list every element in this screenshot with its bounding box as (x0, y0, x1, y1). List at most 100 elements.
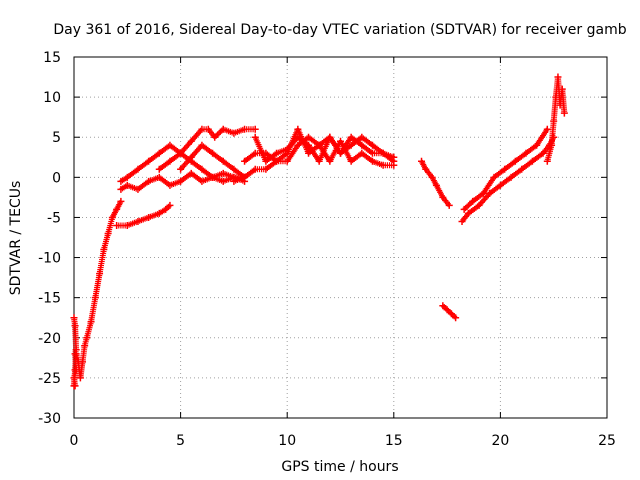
data-point (71, 382, 79, 390)
data-point (251, 125, 259, 133)
x-axis-label: GPS time / hours (281, 459, 398, 475)
data-point (117, 185, 125, 193)
data-point (458, 217, 466, 225)
y-tick-label: 5 (52, 130, 61, 146)
data-point (486, 189, 494, 197)
data-point (273, 157, 281, 165)
data-point (490, 173, 498, 181)
data-point (390, 153, 398, 161)
series (543, 73, 568, 165)
data-point (219, 157, 227, 165)
series (458, 133, 558, 225)
data-point (347, 157, 355, 165)
data-point (326, 133, 334, 141)
y-tick-label: -5 (47, 210, 61, 226)
data-point (177, 165, 185, 173)
data-point (315, 141, 323, 149)
y-tick-label: 15 (43, 50, 61, 66)
data-point (475, 201, 483, 209)
series (418, 157, 453, 209)
data-point (528, 157, 536, 165)
data-point (422, 165, 430, 173)
data-point (347, 133, 355, 141)
data-point (155, 165, 163, 173)
y-tick-label: -25 (38, 371, 61, 387)
data-point (539, 149, 547, 157)
data-point (187, 153, 195, 161)
data-point (166, 157, 174, 165)
data-point (390, 161, 398, 169)
data-point (134, 185, 142, 193)
series (113, 201, 174, 229)
data-point (543, 125, 551, 133)
data-point (501, 165, 509, 173)
data-point (283, 145, 291, 153)
data-point (305, 133, 313, 141)
data-point (464, 209, 472, 217)
y-tick-label: -15 (38, 291, 61, 307)
data-point (123, 173, 131, 181)
data-point (428, 173, 436, 181)
data-point (177, 177, 185, 185)
x-tick-label: 0 (70, 433, 79, 449)
data-point (439, 193, 447, 201)
y-tick-label: -10 (38, 251, 61, 267)
y-tick-label: 10 (43, 90, 61, 106)
data-points (70, 73, 568, 390)
plot-frame (73, 56, 608, 419)
x-tick-label: 10 (278, 433, 296, 449)
axis-ticks: 0 5 10 15 20 25 -30 -25 -20 -15 -10 -5 0 5 10 15 (38, 50, 616, 449)
data-point (294, 133, 302, 141)
series (70, 314, 80, 390)
data-point (166, 201, 174, 209)
data-point (283, 157, 291, 165)
data-point (418, 157, 426, 165)
data-point (198, 165, 206, 173)
data-point (518, 165, 526, 173)
data-point (108, 213, 116, 221)
data-point (113, 205, 121, 213)
data-point (452, 314, 460, 322)
data-point (262, 165, 270, 173)
y-tick-label: 0 (52, 170, 61, 186)
data-point (155, 209, 163, 217)
data-point (522, 149, 530, 157)
data-point (230, 165, 238, 173)
data-point (177, 149, 185, 157)
data-point (155, 149, 163, 157)
grid (74, 57, 607, 418)
data-point (241, 157, 249, 165)
data-point (432, 181, 440, 189)
data-point (262, 157, 270, 165)
y-tick-label: -30 (38, 411, 61, 427)
x-tick-label: 20 (491, 433, 509, 449)
data-point (358, 149, 366, 157)
x-tick-label: 15 (385, 433, 403, 449)
data-point (187, 137, 195, 145)
series (155, 125, 259, 173)
data-point (134, 165, 142, 173)
series (439, 302, 460, 322)
data-point (560, 109, 568, 117)
data-point (209, 149, 217, 157)
data-point (117, 177, 125, 185)
data-point (305, 141, 313, 149)
data-point (507, 173, 515, 181)
data-point (117, 197, 125, 205)
data-point (241, 173, 249, 181)
data-point (145, 157, 153, 165)
series (251, 133, 398, 165)
data-point (445, 201, 453, 209)
data-point (496, 181, 504, 189)
data-point (198, 141, 206, 149)
x-tick-label: 25 (598, 433, 616, 449)
data-point (368, 141, 376, 149)
data-point (155, 173, 163, 181)
data-point (533, 141, 541, 149)
data-point (358, 141, 366, 149)
data-point (166, 141, 174, 149)
data-point (469, 197, 477, 205)
x-tick-label: 5 (176, 433, 185, 449)
data-point (294, 141, 302, 149)
